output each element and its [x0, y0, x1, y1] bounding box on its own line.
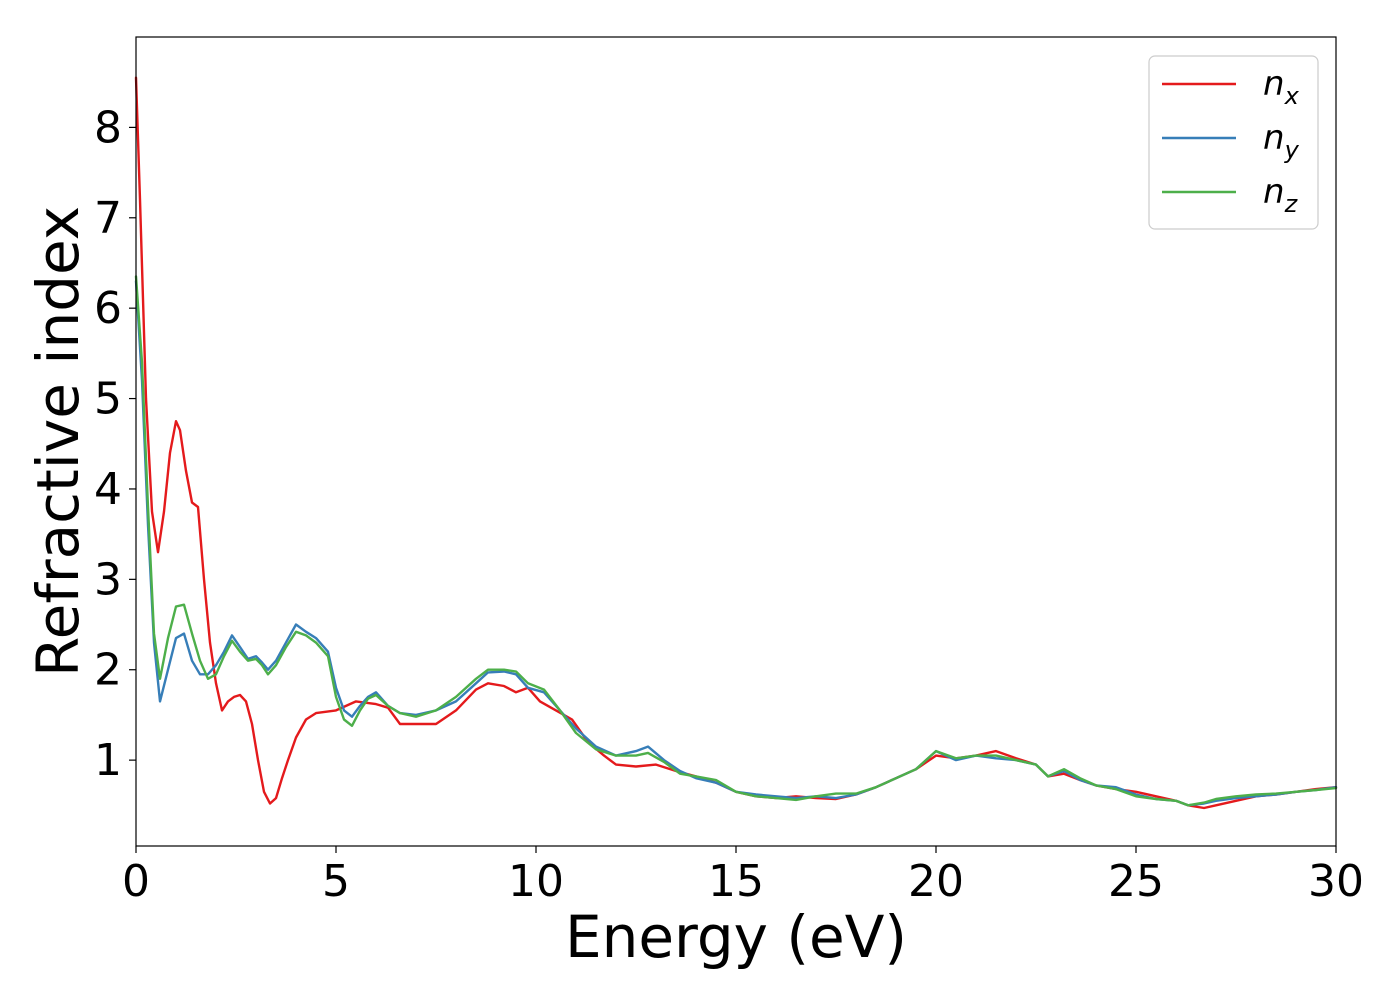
- legend-box: [1148, 55, 1319, 230]
- legend-label-x: nx: [1263, 64, 1300, 110]
- legend-label-main: n: [1263, 172, 1285, 212]
- y-tick-label: 8: [94, 102, 122, 153]
- legend-label-subscript: z: [1284, 190, 1299, 218]
- y-tick-label: 5: [94, 374, 122, 425]
- series-line-z: [134, 275, 1338, 807]
- y-tick-label: 2: [94, 645, 122, 696]
- y-tick-label: 4: [94, 464, 122, 515]
- series-line-y: [134, 279, 1338, 807]
- x-tick-label: 25: [1108, 856, 1164, 907]
- y-axis-ticks: 1 2 3 4 5 6 7 8: [94, 102, 136, 786]
- x-axis-ticks: 0 5 10 15 20 25 30: [122, 846, 1364, 907]
- x-tick-label: 15: [708, 856, 764, 907]
- x-tick-label: 20: [908, 856, 964, 907]
- y-axis-title: Refractive index: [24, 206, 92, 677]
- legend-label-subscript: x: [1284, 82, 1300, 110]
- x-tick-label: 10: [508, 856, 564, 907]
- y-tick-label: 1: [94, 735, 122, 786]
- x-tick-label: 0: [122, 856, 150, 907]
- legend-label-y: ny: [1263, 118, 1300, 164]
- legend-label-main: n: [1263, 118, 1285, 158]
- y-tick-label: 6: [94, 283, 122, 334]
- x-axis-title: Energy (eV): [565, 903, 907, 971]
- y-tick-label: 3: [94, 554, 122, 605]
- legend-label-z: nz: [1263, 172, 1299, 218]
- x-tick-label: 30: [1308, 856, 1364, 907]
- plot-lines: [134, 76, 1338, 810]
- x-tick-label: 5: [322, 856, 350, 907]
- legend-label-subscript: y: [1284, 136, 1300, 164]
- legend-label-main: n: [1263, 64, 1285, 104]
- y-tick-label: 7: [94, 193, 122, 244]
